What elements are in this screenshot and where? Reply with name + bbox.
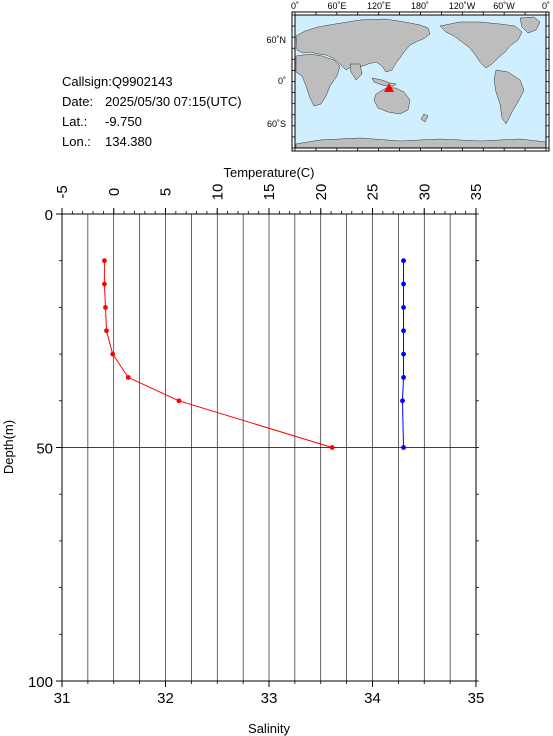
date-value: 2025/05/30 07:15(UTC) <box>105 94 242 109</box>
map-side-labels: 60˚N 0˚ 60˚S <box>266 35 286 129</box>
data-point <box>103 305 108 310</box>
map-label-lat: 0˚ <box>278 76 286 86</box>
grid <box>62 214 476 681</box>
y-tick-label: 50 <box>36 441 53 458</box>
data-point <box>401 305 406 310</box>
lat-value: -9.750 <box>105 114 142 129</box>
data-point <box>401 375 406 380</box>
data-point <box>102 258 107 264</box>
callsign-line: Callsign:Q9902143 <box>62 74 173 89</box>
map-label-lon: 0˚ <box>291 1 299 11</box>
y-tick-label: 100 <box>28 674 53 691</box>
y-tick-label: 0 <box>45 207 53 224</box>
land-australia <box>373 87 411 115</box>
map-label-lon: 180˚ <box>411 1 429 11</box>
map-label-lon: 120˚W <box>449 1 476 11</box>
x-top-tick-label: 30 <box>416 184 433 201</box>
x-bottom-tick-label: 33 <box>261 690 278 707</box>
x-top-tick-label: 15 <box>261 184 278 201</box>
x-bottom-tick-label: 31 <box>54 690 71 707</box>
series-line <box>103 260 333 448</box>
land-indonesia <box>371 77 397 88</box>
x-top-axis-title: Temperature(C) <box>223 165 314 180</box>
data-point <box>401 328 406 334</box>
x-top-tick-label: 35 <box>468 184 485 201</box>
land-greenland <box>519 16 541 34</box>
lon-label: Lon.: <box>62 134 91 149</box>
land-eurasia <box>295 18 431 73</box>
x-bottom-tick-label: 32 <box>157 690 174 707</box>
series-layer <box>102 258 406 450</box>
land-north-america <box>439 21 523 69</box>
series-1 <box>102 258 335 450</box>
float-info: Callsign:Q9902143 Date: 2025/05/30 07:15… <box>62 74 242 149</box>
map-label-lat: 60˚N <box>266 35 286 45</box>
x-top-tick-label: 25 <box>365 184 382 201</box>
lon-value: 134.380 <box>105 134 152 149</box>
data-point <box>329 445 335 450</box>
series-2 <box>400 258 406 450</box>
land-africa <box>295 53 341 107</box>
data-point <box>401 258 406 264</box>
map-label-lon: 60˚W <box>493 1 515 11</box>
x-bottom-tick-label: 35 <box>468 690 485 707</box>
map-label-lon: 0˚ <box>542 1 550 11</box>
x-top-tick-label: -5 <box>54 185 71 198</box>
x-top-tick-label: 0 <box>106 188 123 196</box>
data-point <box>125 375 131 380</box>
x-bottom-tick-label: 34 <box>364 690 381 707</box>
land-south-america <box>493 69 525 125</box>
map-top-labels: 0˚ 60˚E 120˚E 180˚ 120˚W 60˚W 0˚ <box>291 1 550 11</box>
data-point <box>400 398 405 404</box>
land-india <box>349 63 363 81</box>
date-label: Date: <box>62 94 93 109</box>
map-label-lat: 60˚S <box>267 119 286 129</box>
series-line <box>401 260 404 448</box>
map-label-lon: 60˚E <box>327 1 346 11</box>
y-axis-title: Depth(m) <box>1 420 16 474</box>
lat-label: Lat.: <box>62 114 87 129</box>
world-map: 0˚ 60˚E 120˚E 180˚ 120˚W 60˚W 0˚ 60˚N 0˚… <box>266 1 550 152</box>
x-top-tick-label: 10 <box>209 184 226 201</box>
data-point <box>176 398 182 404</box>
x-top-tick-label: 5 <box>158 188 175 196</box>
data-point <box>401 445 406 450</box>
float-location-marker <box>384 83 394 92</box>
callsign-value: Q9902143 <box>112 74 173 89</box>
data-point <box>401 281 406 287</box>
data-point <box>401 351 406 357</box>
land-newzealand <box>420 113 429 123</box>
map-land <box>295 16 547 149</box>
callsign-label: Callsign: <box>62 74 112 89</box>
map-ticks <box>292 12 549 151</box>
data-point <box>110 351 116 357</box>
x-bottom-axis-title: Salinity <box>248 721 290 736</box>
data-point <box>104 328 109 334</box>
map-label-lon: 120˚E <box>367 1 391 11</box>
x-top-tick-label: 20 <box>313 184 330 201</box>
data-point <box>102 281 107 287</box>
